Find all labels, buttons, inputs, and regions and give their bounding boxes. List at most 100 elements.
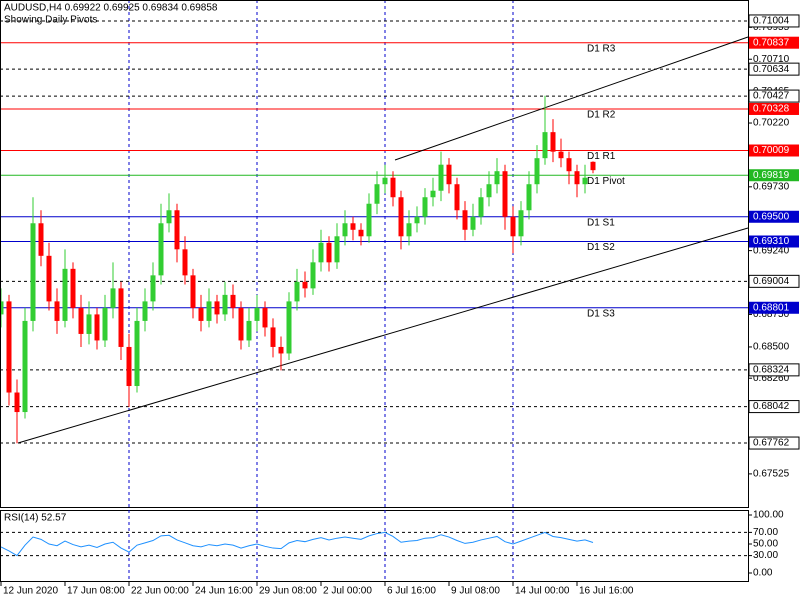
level-price-label: 0.69004 <box>753 276 790 287</box>
rsi-y-tick-label: 100.00 <box>753 510 784 521</box>
candle-body <box>486 184 492 198</box>
candle-body <box>86 314 92 334</box>
pivot-price-label: 0.69500 <box>753 211 790 222</box>
y-tick-label: 0.70220 <box>753 118 790 129</box>
level-price-box <box>748 436 800 450</box>
rsi-y-tick-label: 70.00 <box>753 527 778 538</box>
y-tick-label: 0.68750 <box>753 309 790 320</box>
y-tick-label: 0.68260 <box>753 373 790 384</box>
candle-body <box>350 223 356 230</box>
level-price-box <box>748 274 800 288</box>
candle-body <box>302 281 308 289</box>
level-price-box <box>748 62 800 76</box>
pivot-name: D1 S1 <box>587 217 615 228</box>
candle-body <box>294 281 300 302</box>
candle-body <box>22 320 28 413</box>
candle-body <box>206 301 212 321</box>
candle-body <box>238 307 244 341</box>
pivot-price-label: 0.70328 <box>753 104 790 115</box>
candle-body <box>230 294 236 308</box>
x-tick-label: 17 Jun 08:00 <box>67 586 125 597</box>
pivot-price-box <box>749 210 799 223</box>
candle-body <box>214 301 220 315</box>
x-tick-label: 2 Jul 00:00 <box>323 586 372 597</box>
candle-body <box>158 223 164 276</box>
candle-body <box>94 314 100 341</box>
candle-body <box>310 262 316 289</box>
candle-body <box>286 301 292 354</box>
pivot-price-box <box>749 301 799 314</box>
price-panel-frame <box>0 0 749 508</box>
pivot-name: D1 S2 <box>587 242 615 253</box>
candle-body <box>0 301 4 315</box>
pivot-price-label: 0.70837 <box>753 37 790 48</box>
level-price-box <box>748 363 800 377</box>
candle-body <box>182 249 188 276</box>
candle-body <box>406 223 412 237</box>
pivot-name: D1 R1 <box>587 151 616 162</box>
pivot-price-label: 0.70009 <box>753 145 790 156</box>
pivot-price-box <box>749 235 799 248</box>
level-price-label: 0.70427 <box>753 91 790 102</box>
level-price-label: 0.68042 <box>753 401 790 412</box>
pivot-price-label: 0.69310 <box>753 236 790 247</box>
candle-body <box>542 132 548 159</box>
candle-body <box>110 288 116 308</box>
candle-body <box>46 255 52 302</box>
candle-body <box>270 327 276 347</box>
candle-body <box>454 184 460 211</box>
candle-body <box>470 216 476 230</box>
candle-body <box>382 177 388 185</box>
candle-body <box>550 132 556 152</box>
candle-body <box>262 307 268 328</box>
candle-body <box>78 307 84 334</box>
candle-body <box>318 242 324 263</box>
rsi-title: RSI(14) 52.57 <box>4 513 67 524</box>
y-tick-label: 0.67525 <box>753 469 790 480</box>
candle-body <box>414 216 420 224</box>
candle-body <box>150 275 156 302</box>
x-tick-label: 29 Jun 08:00 <box>259 586 317 597</box>
candle-body <box>198 307 204 321</box>
candle-body <box>590 161 596 171</box>
candle-body <box>582 177 588 185</box>
x-tick-label: 24 Jun 16:00 <box>195 586 253 597</box>
pivot-price-box <box>749 144 799 157</box>
candle-body <box>446 164 452 185</box>
candle-body <box>70 268 76 308</box>
candle-body <box>102 307 108 341</box>
candle-body <box>30 223 36 321</box>
candle-body <box>222 294 228 315</box>
rsi-line <box>0 531 594 557</box>
level-price-label: 0.70634 <box>753 64 790 75</box>
candle-body <box>142 301 148 321</box>
level-price-label: 0.71004 <box>753 16 790 27</box>
candle-body <box>326 242 332 263</box>
candle-body <box>566 158 572 172</box>
pivot-price-label: 0.69819 <box>753 170 790 181</box>
candle-body <box>278 346 284 354</box>
candle-body <box>118 288 124 347</box>
pivot-name: D1 S3 <box>587 308 615 319</box>
trend-line <box>17 227 749 444</box>
level-price-label: 0.68324 <box>753 365 790 376</box>
symbol-header: AUDUSD,H4 0.69922 0.69925 0.69834 0.6985… <box>4 3 218 14</box>
candle-body <box>126 346 132 387</box>
level-price-box <box>748 89 800 103</box>
candle-body <box>494 171 500 185</box>
candle-body <box>398 197 404 237</box>
pivot-price-box <box>749 169 799 182</box>
candle-body <box>174 210 180 250</box>
x-tick-label: 12 Jun 2020 <box>3 586 58 597</box>
pivot-name: D1 R2 <box>587 110 616 121</box>
candle-body <box>38 223 44 256</box>
rsi-y-tick-label: 30.00 <box>753 550 778 561</box>
candle-body <box>526 184 532 211</box>
candle-body <box>422 197 428 217</box>
candle-body <box>478 197 484 217</box>
rsi-panel-frame <box>0 510 749 582</box>
candle-body <box>334 236 340 263</box>
x-tick-label: 16 Jul 16:00 <box>579 586 634 597</box>
